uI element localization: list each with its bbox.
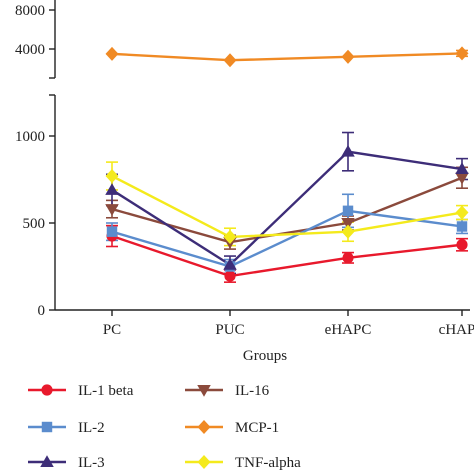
- mcp-1-point: [223, 53, 237, 68]
- y-tick-label: 0: [38, 303, 46, 319]
- tnf-alpha-point: [223, 229, 237, 244]
- legend-label-il-2: IL-2: [78, 420, 105, 436]
- tnf-alpha-point: [105, 169, 119, 184]
- legend-item-il-3: IL-3: [28, 455, 105, 471]
- mcp-1-point: [455, 46, 469, 61]
- x-tick-label: cHAPC: [439, 322, 474, 338]
- y-tick-label: 500: [23, 216, 46, 232]
- x-axis-title: Groups: [243, 348, 287, 364]
- legend-label-il-16: IL-16: [235, 383, 270, 399]
- y-tick-label: 1000: [15, 129, 45, 145]
- legend-item-mcp-1: MCP-1: [185, 419, 279, 436]
- series-markers: [105, 46, 469, 282]
- error-bars: [106, 49, 468, 283]
- x-tick-label: PUC: [215, 322, 244, 338]
- legend: IL-1 beta IL-16 IL-2 MCP-1 IL-3 TNF-alpha: [28, 383, 301, 471]
- il-16-point: [105, 204, 119, 216]
- legend-swatch-marker-il-16: [197, 385, 211, 397]
- tnf-alpha-point: [455, 205, 469, 220]
- il-2-point: [106, 226, 118, 237]
- tnf-alpha-series-line: [111, 174, 463, 239]
- mcp-1-point: [341, 49, 355, 64]
- legend-swatch-marker-mcp-1: [197, 419, 211, 435]
- il-1-beta-point: [456, 239, 468, 251]
- il-3-point: [341, 144, 355, 157]
- axes: 0 500 1000 4000 8000 PC PUC eHAPC cHAPC: [15, 0, 474, 338]
- legend-swatch-marker-il-1-beta: [41, 384, 53, 396]
- il-2-point: [456, 221, 468, 232]
- legend-item-il-2: IL-2: [28, 420, 105, 436]
- il-2-series-line: [111, 209, 463, 268]
- mcp-1-point: [105, 46, 119, 61]
- il-3-point: [105, 183, 119, 195]
- legend-label-mcp-1: MCP-1: [235, 420, 279, 436]
- legend-label-il-3: IL-3: [78, 455, 105, 471]
- y-tick-label: 8000: [15, 3, 45, 19]
- y-tick-label: 4000: [15, 42, 45, 58]
- legend-label-il-1-beta: IL-1 beta: [78, 383, 134, 399]
- il-16-point: [455, 172, 469, 185]
- mcp-1-series-line: [111, 52, 463, 62]
- il-1-beta-point: [342, 252, 354, 264]
- legend-item-tnf-alpha: TNF-alpha: [185, 454, 301, 471]
- il-1-beta-point: [224, 270, 236, 282]
- il-16-series-line: [111, 176, 463, 244]
- il-2-point: [342, 205, 354, 217]
- legend-swatch-marker-tnf-alpha: [197, 454, 211, 470]
- series-lines: [111, 52, 463, 278]
- il-3-point: [455, 162, 469, 175]
- legend-item-il-1-beta: IL-1 beta: [28, 383, 134, 399]
- x-tick-label: PC: [103, 322, 121, 338]
- il-3-series-line: [111, 150, 463, 267]
- tnf-alpha-point: [341, 224, 355, 239]
- il-3-point: [223, 258, 237, 270]
- x-tick-label: eHAPC: [325, 322, 372, 338]
- il-1-beta-series-line: [111, 234, 463, 278]
- il-16-point: [341, 218, 355, 230]
- legend-swatch-marker-il-2: [41, 421, 53, 433]
- legend-swatch-marker-il-3: [40, 455, 54, 467]
- legend-item-il-16: IL-16: [185, 383, 270, 399]
- legend-label-tnf-alpha: TNF-alpha: [235, 455, 301, 471]
